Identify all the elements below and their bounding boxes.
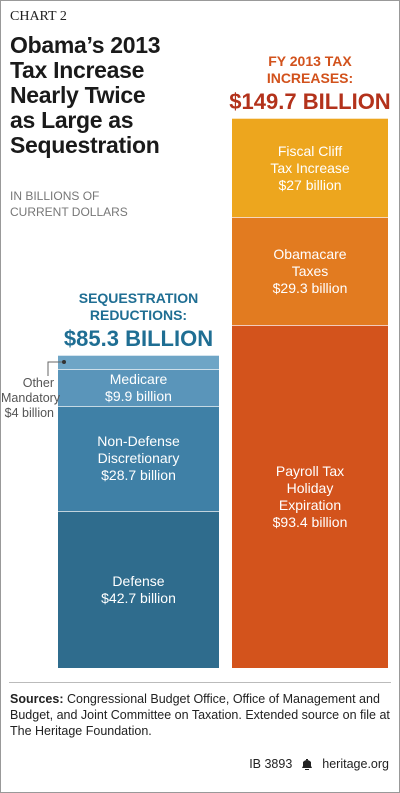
separator <box>9 682 391 683</box>
bar-segment: Payroll Tax Holiday Expiration $93.4 bill… <box>232 324 388 668</box>
segment-name: Fiscal Cliff Tax Increase <box>270 142 350 176</box>
chart-title: Obama’s 2013 Tax Increase Nearly Twice a… <box>10 32 161 158</box>
bar-segment: Fiscal Cliff Tax Increase $27 billion <box>232 118 388 218</box>
leader-dot <box>62 359 66 364</box>
bell-icon <box>302 759 313 770</box>
segment-value: $93.4 billion <box>272 513 348 530</box>
chart-label: CHART 2 <box>10 9 67 24</box>
segment-value: $4 billion <box>4 405 54 420</box>
source-label: Sources: <box>10 692 64 706</box>
segment-value: $29.3 billion <box>272 280 348 296</box>
segment-value: $9.9 billion <box>105 387 172 404</box>
leader-line <box>47 359 66 376</box>
segment-name: Medicare <box>109 370 168 387</box>
source: Sources: Congressional Budget Office, Of… <box>10 691 390 739</box>
segment-value: $27 billion <box>278 176 342 193</box>
segment-value: $28.7 billion <box>101 467 176 484</box>
chart-subtitle: IN BILLIONS OF CURRENT DOLLARS <box>10 189 128 219</box>
stack-total: $85.3 BILLION <box>63 325 214 351</box>
segment-name: Non-Defense Discretionary <box>97 433 180 467</box>
segment-name: Other Mandatory <box>1 375 61 405</box>
segment-value: $42.7 billion <box>101 590 176 607</box>
segment-name: Defense <box>112 573 165 590</box>
footer: IB 3893 heritage.org <box>249 757 389 771</box>
bar-segment: Non-Defense Discretionary $28.7 billion <box>58 405 219 512</box>
segment-name: Payroll Tax Holiday Expiration <box>275 462 345 513</box>
segment-name: Obamacare Taxes <box>273 246 347 279</box>
leader <box>47 361 64 376</box>
bar-segment <box>58 354 219 370</box>
stack-title: SEQUESTRATION REDUCTIONS: <box>78 289 199 323</box>
site: heritage.org <box>322 757 389 771</box>
segment-callout: Other Mandatory $4 billion <box>1 375 61 421</box>
brief-id: IB 3893 <box>249 757 293 771</box>
bar-segment: Medicare $9.9 billion <box>58 369 219 406</box>
stack-total: $149.7 BILLION <box>229 89 391 114</box>
bar-segment: Defense $42.7 billion <box>58 511 219 668</box>
stack-title: FY 2013 TAX INCREASES: <box>266 53 354 86</box>
source-text: Congressional Budget Office, Office of M… <box>10 692 390 738</box>
bar-segment: Obamacare Taxes $29.3 billion <box>232 217 388 325</box>
